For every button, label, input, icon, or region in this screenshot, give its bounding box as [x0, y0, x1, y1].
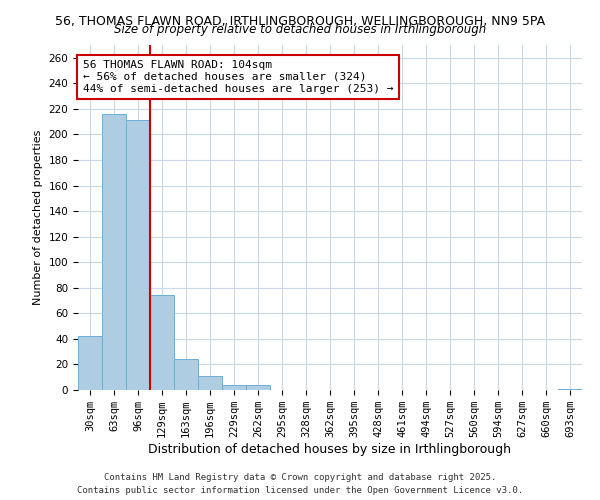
Bar [102, 114, 126, 390]
Bar [126, 120, 150, 390]
Text: Size of property relative to detached houses in Irthlingborough: Size of property relative to detached ho… [114, 22, 486, 36]
Bar [174, 360, 198, 390]
Text: 56 THOMAS FLAWN ROAD: 104sqm
← 56% of detached houses are smaller (324)
44% of s: 56 THOMAS FLAWN ROAD: 104sqm ← 56% of de… [83, 60, 394, 94]
Text: 56, THOMAS FLAWN ROAD, IRTHLINGBOROUGH, WELLINGBOROUGH, NN9 5PA: 56, THOMAS FLAWN ROAD, IRTHLINGBOROUGH, … [55, 15, 545, 28]
Y-axis label: Number of detached properties: Number of detached properties [33, 130, 43, 305]
Bar [558, 388, 582, 390]
Text: Contains HM Land Registry data © Crown copyright and database right 2025.
Contai: Contains HM Land Registry data © Crown c… [77, 474, 523, 495]
X-axis label: Distribution of detached houses by size in Irthlingborough: Distribution of detached houses by size … [149, 443, 511, 456]
Bar [150, 296, 174, 390]
Bar [198, 376, 222, 390]
Bar [246, 385, 270, 390]
Bar [78, 336, 102, 390]
Bar [222, 385, 246, 390]
